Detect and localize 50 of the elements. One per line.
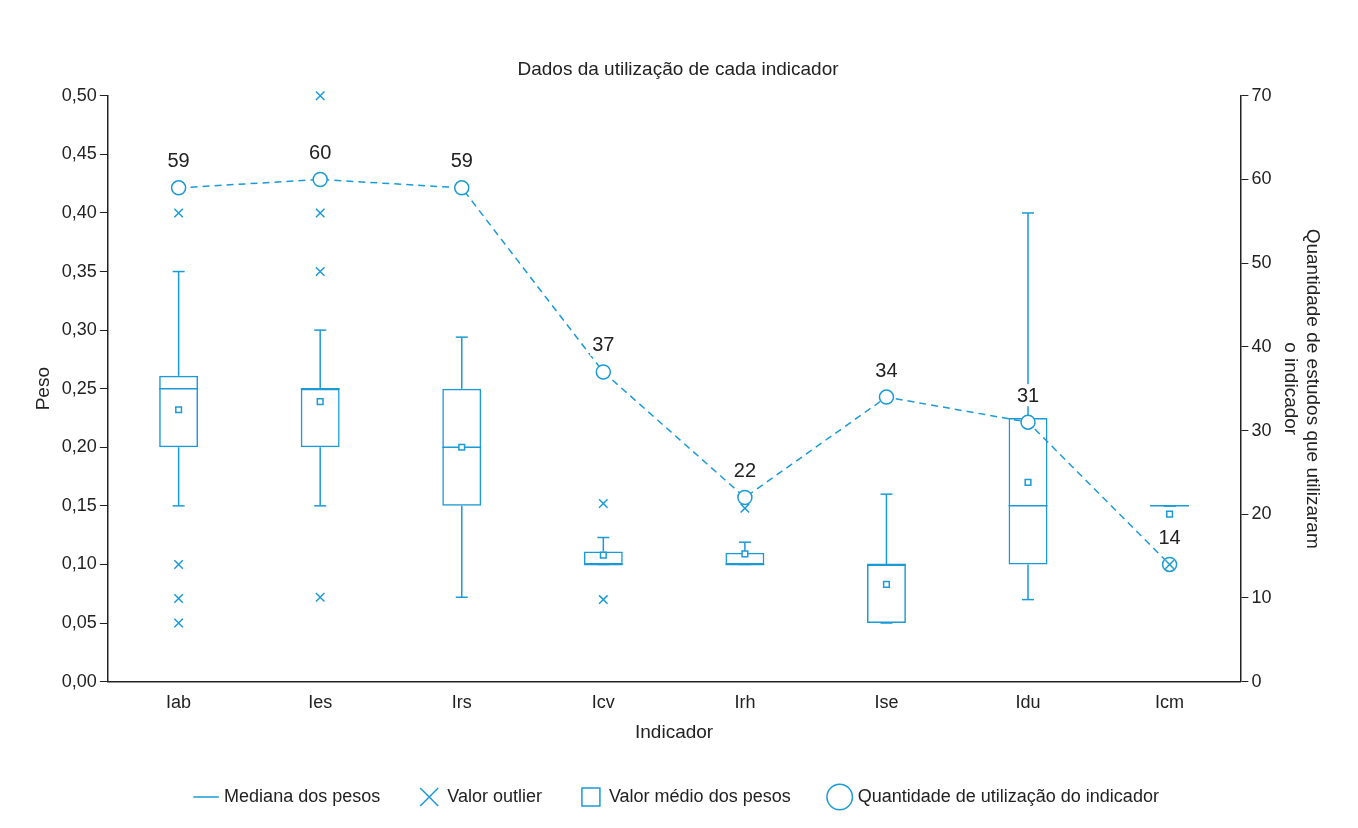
legend-label: Valor outlier — [447, 785, 542, 806]
data-label: 59 — [450, 149, 473, 172]
point — [312, 171, 328, 188]
legend-label: Valor médio dos pesos — [608, 785, 791, 806]
y-tick-label: 0,40 — [61, 201, 97, 222]
point — [454, 180, 470, 196]
data-label: 59 — [167, 149, 190, 172]
y-tick-label: 0,30 — [61, 319, 97, 340]
data-label: 14 — [1158, 525, 1181, 548]
y-tick-label: 0,10 — [61, 553, 97, 574]
y-tick-label: 0,00 — [61, 670, 97, 691]
y-tick-label: 0,05 — [61, 611, 97, 632]
y-tick-label: 0,35 — [61, 260, 97, 281]
x-tick-label: Iab — [166, 692, 192, 713]
y2-tick-label: 50 — [1251, 252, 1272, 273]
y2-axis-title: Quantidade de estudos que utilizaram o indicador — [1280, 228, 1325, 549]
data-label: 60 — [309, 141, 332, 163]
legend-label: Mediana dos pesos — [224, 785, 381, 806]
point — [1020, 414, 1036, 430]
y-tick-label: 0,50 — [61, 84, 97, 105]
legend-label: Quantidade de utilização do indicador — [857, 785, 1159, 806]
x-tick-label: Icv — [591, 692, 615, 713]
data-label: 31 — [1016, 383, 1040, 406]
y2-tick-label: 30 — [1251, 419, 1272, 440]
y2-tick-label: 0 — [1251, 670, 1262, 691]
y-tick-label: 0,25 — [61, 377, 97, 398]
y-tick-label: 0,20 — [61, 436, 97, 457]
point — [595, 364, 612, 380]
point — [737, 489, 753, 506]
data-label: 37 — [592, 333, 615, 356]
point — [878, 389, 895, 405]
x-tick-label: Idu — [1015, 692, 1041, 713]
y2-tick-label: 60 — [1251, 168, 1272, 189]
y2-tick-label: 70 — [1251, 84, 1272, 105]
y-tick-label: 0,45 — [61, 143, 97, 164]
x-tick-label: Irh — [734, 692, 756, 713]
y-tick-label: 0,15 — [61, 494, 97, 515]
y2-tick-label: 40 — [1251, 335, 1272, 356]
y2-tick-label: 10 — [1251, 586, 1272, 607]
x-tick-label: Icm — [1155, 692, 1185, 713]
x-tick-label: Ies — [308, 692, 333, 713]
data-label: 22 — [733, 459, 757, 482]
x-tick-label: Irs — [451, 692, 472, 713]
data-label: 34 — [875, 358, 898, 381]
chart-title: Dados da utilização de cada indicador — [517, 57, 840, 79]
y-axis-title: Peso — [31, 367, 53, 411]
x-tick-label: Ise — [874, 692, 899, 713]
point — [170, 180, 187, 196]
y2-tick-label: 20 — [1251, 503, 1272, 524]
x-axis-title: Indicador — [635, 720, 714, 742]
